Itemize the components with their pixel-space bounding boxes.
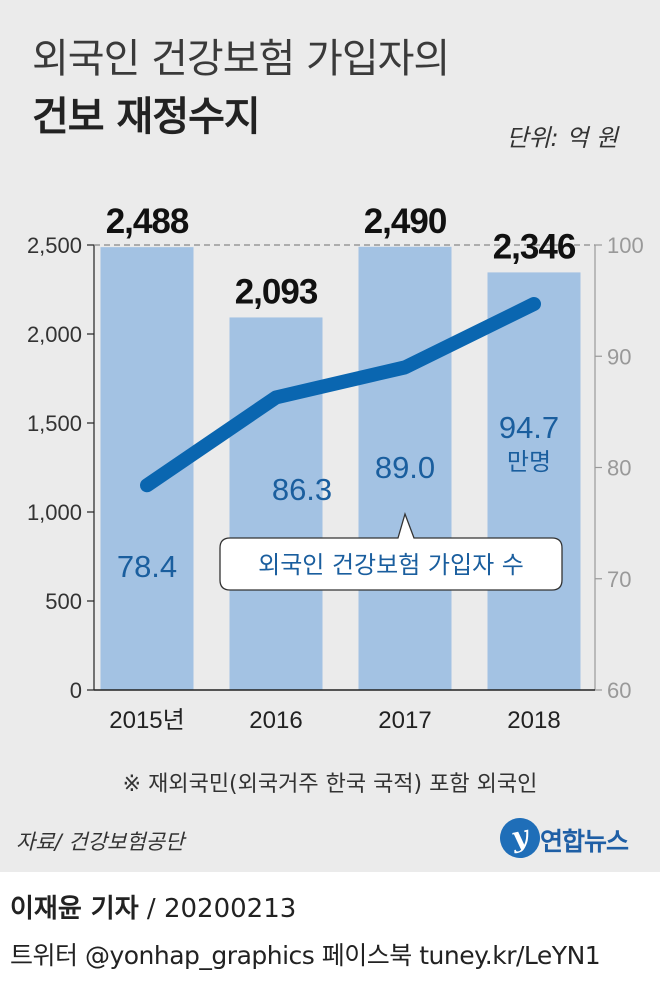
y-tick-label-left: 1,000 [27, 500, 82, 525]
source-label: 자료/ 건강보험공단 [16, 830, 185, 854]
yonhap-logo-text: 연합뉴스 [540, 827, 629, 856]
yonhap-logo[interactable]: y 연합뉴스 [496, 814, 650, 862]
series-line [140, 296, 541, 493]
publish-date: / 20200213 [138, 894, 297, 924]
reporter-name: 이재윤 기자 [10, 894, 139, 924]
y-tick-label-right: 80 [607, 456, 631, 481]
x-tick-label: 2018 [507, 707, 560, 734]
y-tick-label-left: 2,500 [27, 233, 82, 258]
bar [358, 246, 452, 690]
unit-label: 단위: 억 원 [506, 124, 618, 152]
y-tick-label-left: 1,500 [27, 411, 82, 436]
y-tick-label-right: 70 [607, 567, 631, 592]
y-tick-label-left: 2,000 [27, 322, 82, 347]
line-unit-label: 만명 [507, 449, 551, 476]
y-tick-label-left: 500 [45, 589, 82, 614]
bar-value-label: 2,490 [364, 202, 447, 241]
line-point [273, 394, 279, 401]
bar-value-label: 2,488 [106, 202, 189, 241]
line-point [144, 482, 150, 489]
y-tick-label-right: 90 [607, 344, 631, 369]
bar-value-label: 2,346 [493, 227, 576, 266]
line-value-label: 94.7 [499, 410, 559, 445]
bar [487, 272, 581, 690]
line-value-label: 89.0 [375, 450, 435, 485]
series-callout [219, 511, 563, 591]
line-value-label: 78.4 [117, 549, 177, 584]
chart-title-line2: 건보 재정수지 [32, 94, 261, 140]
y-tick-label-left: 0 [70, 678, 82, 703]
bar [229, 317, 323, 690]
social-links: 트위터 @yonhap_graphics 페이스북 tuney.kr/LeYN1 [10, 941, 601, 970]
line-point [402, 364, 408, 371]
y-tick-label-right: 100 [607, 233, 644, 258]
chart-title-line1: 외국인 건강보험 가입자의 [32, 36, 450, 82]
footnote: ※ 재외국민(외국거주 한국 국적) 포함 외국인 [122, 772, 538, 797]
line-point [531, 300, 537, 307]
chart: 0 500 1,000 1,500 2,000 2,500 60 70 80 90 100 2,488… [27, 202, 644, 734]
bar-value-label: 2,093 [235, 272, 318, 311]
x-tick-label: 2017 [378, 707, 431, 734]
x-tick-label: 2016 [249, 707, 302, 734]
line-value-label: 86.3 [272, 472, 332, 507]
reporter-line: 이재윤 기자 / 20200213 [10, 888, 296, 925]
x-tick-label: 2015년 [109, 707, 184, 734]
series-callout-label: 외국인 건강보험 가입자 수 [258, 551, 524, 579]
y-tick-label-right: 60 [607, 678, 631, 703]
yonhap-logo-icon: y [496, 814, 544, 862]
